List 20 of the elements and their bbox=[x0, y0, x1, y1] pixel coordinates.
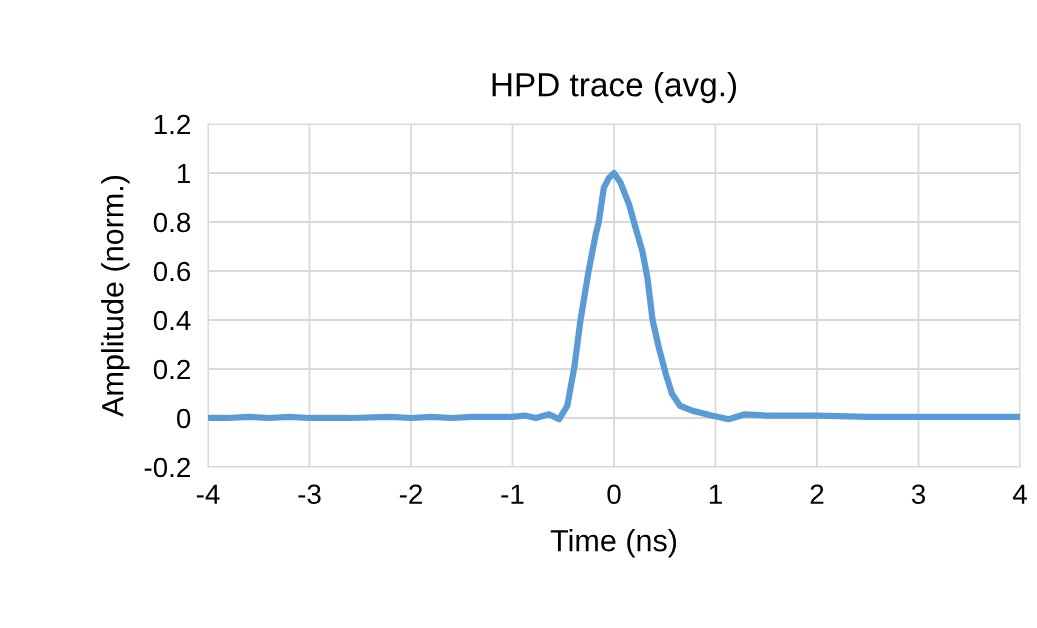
y-tick-label: 0.4 bbox=[153, 310, 191, 331]
y-tick-label: -0.2 bbox=[144, 457, 190, 478]
y-tick-label: 1 bbox=[178, 163, 190, 184]
x-tick-label: 4 bbox=[1012, 484, 1027, 504]
x-tick-label: 1 bbox=[709, 484, 722, 504]
x-tick-label: -1 bbox=[501, 484, 524, 504]
x-tick-label: 3 bbox=[911, 484, 925, 505]
y-tick-label: 0.6 bbox=[153, 261, 191, 282]
x-axis-title: Time (ns) bbox=[550, 529, 677, 558]
y-tick-label: 0.8 bbox=[153, 212, 191, 233]
chart-title: HPD trace (avg.) bbox=[492, 72, 737, 104]
y-tick-label: 0.2 bbox=[153, 359, 190, 380]
x-tick-label: -3 bbox=[298, 484, 321, 505]
y-axis-title: Amplitude (norm.) bbox=[101, 175, 130, 417]
x-tick-label: 0 bbox=[607, 484, 621, 505]
x-tick-label: -2 bbox=[399, 484, 422, 504]
y-tick-label: 0 bbox=[176, 408, 191, 429]
x-tick-label: -4 bbox=[196, 484, 220, 504]
y-tick-label: 1.2 bbox=[154, 114, 190, 135]
x-tick-label: 2 bbox=[810, 484, 824, 504]
